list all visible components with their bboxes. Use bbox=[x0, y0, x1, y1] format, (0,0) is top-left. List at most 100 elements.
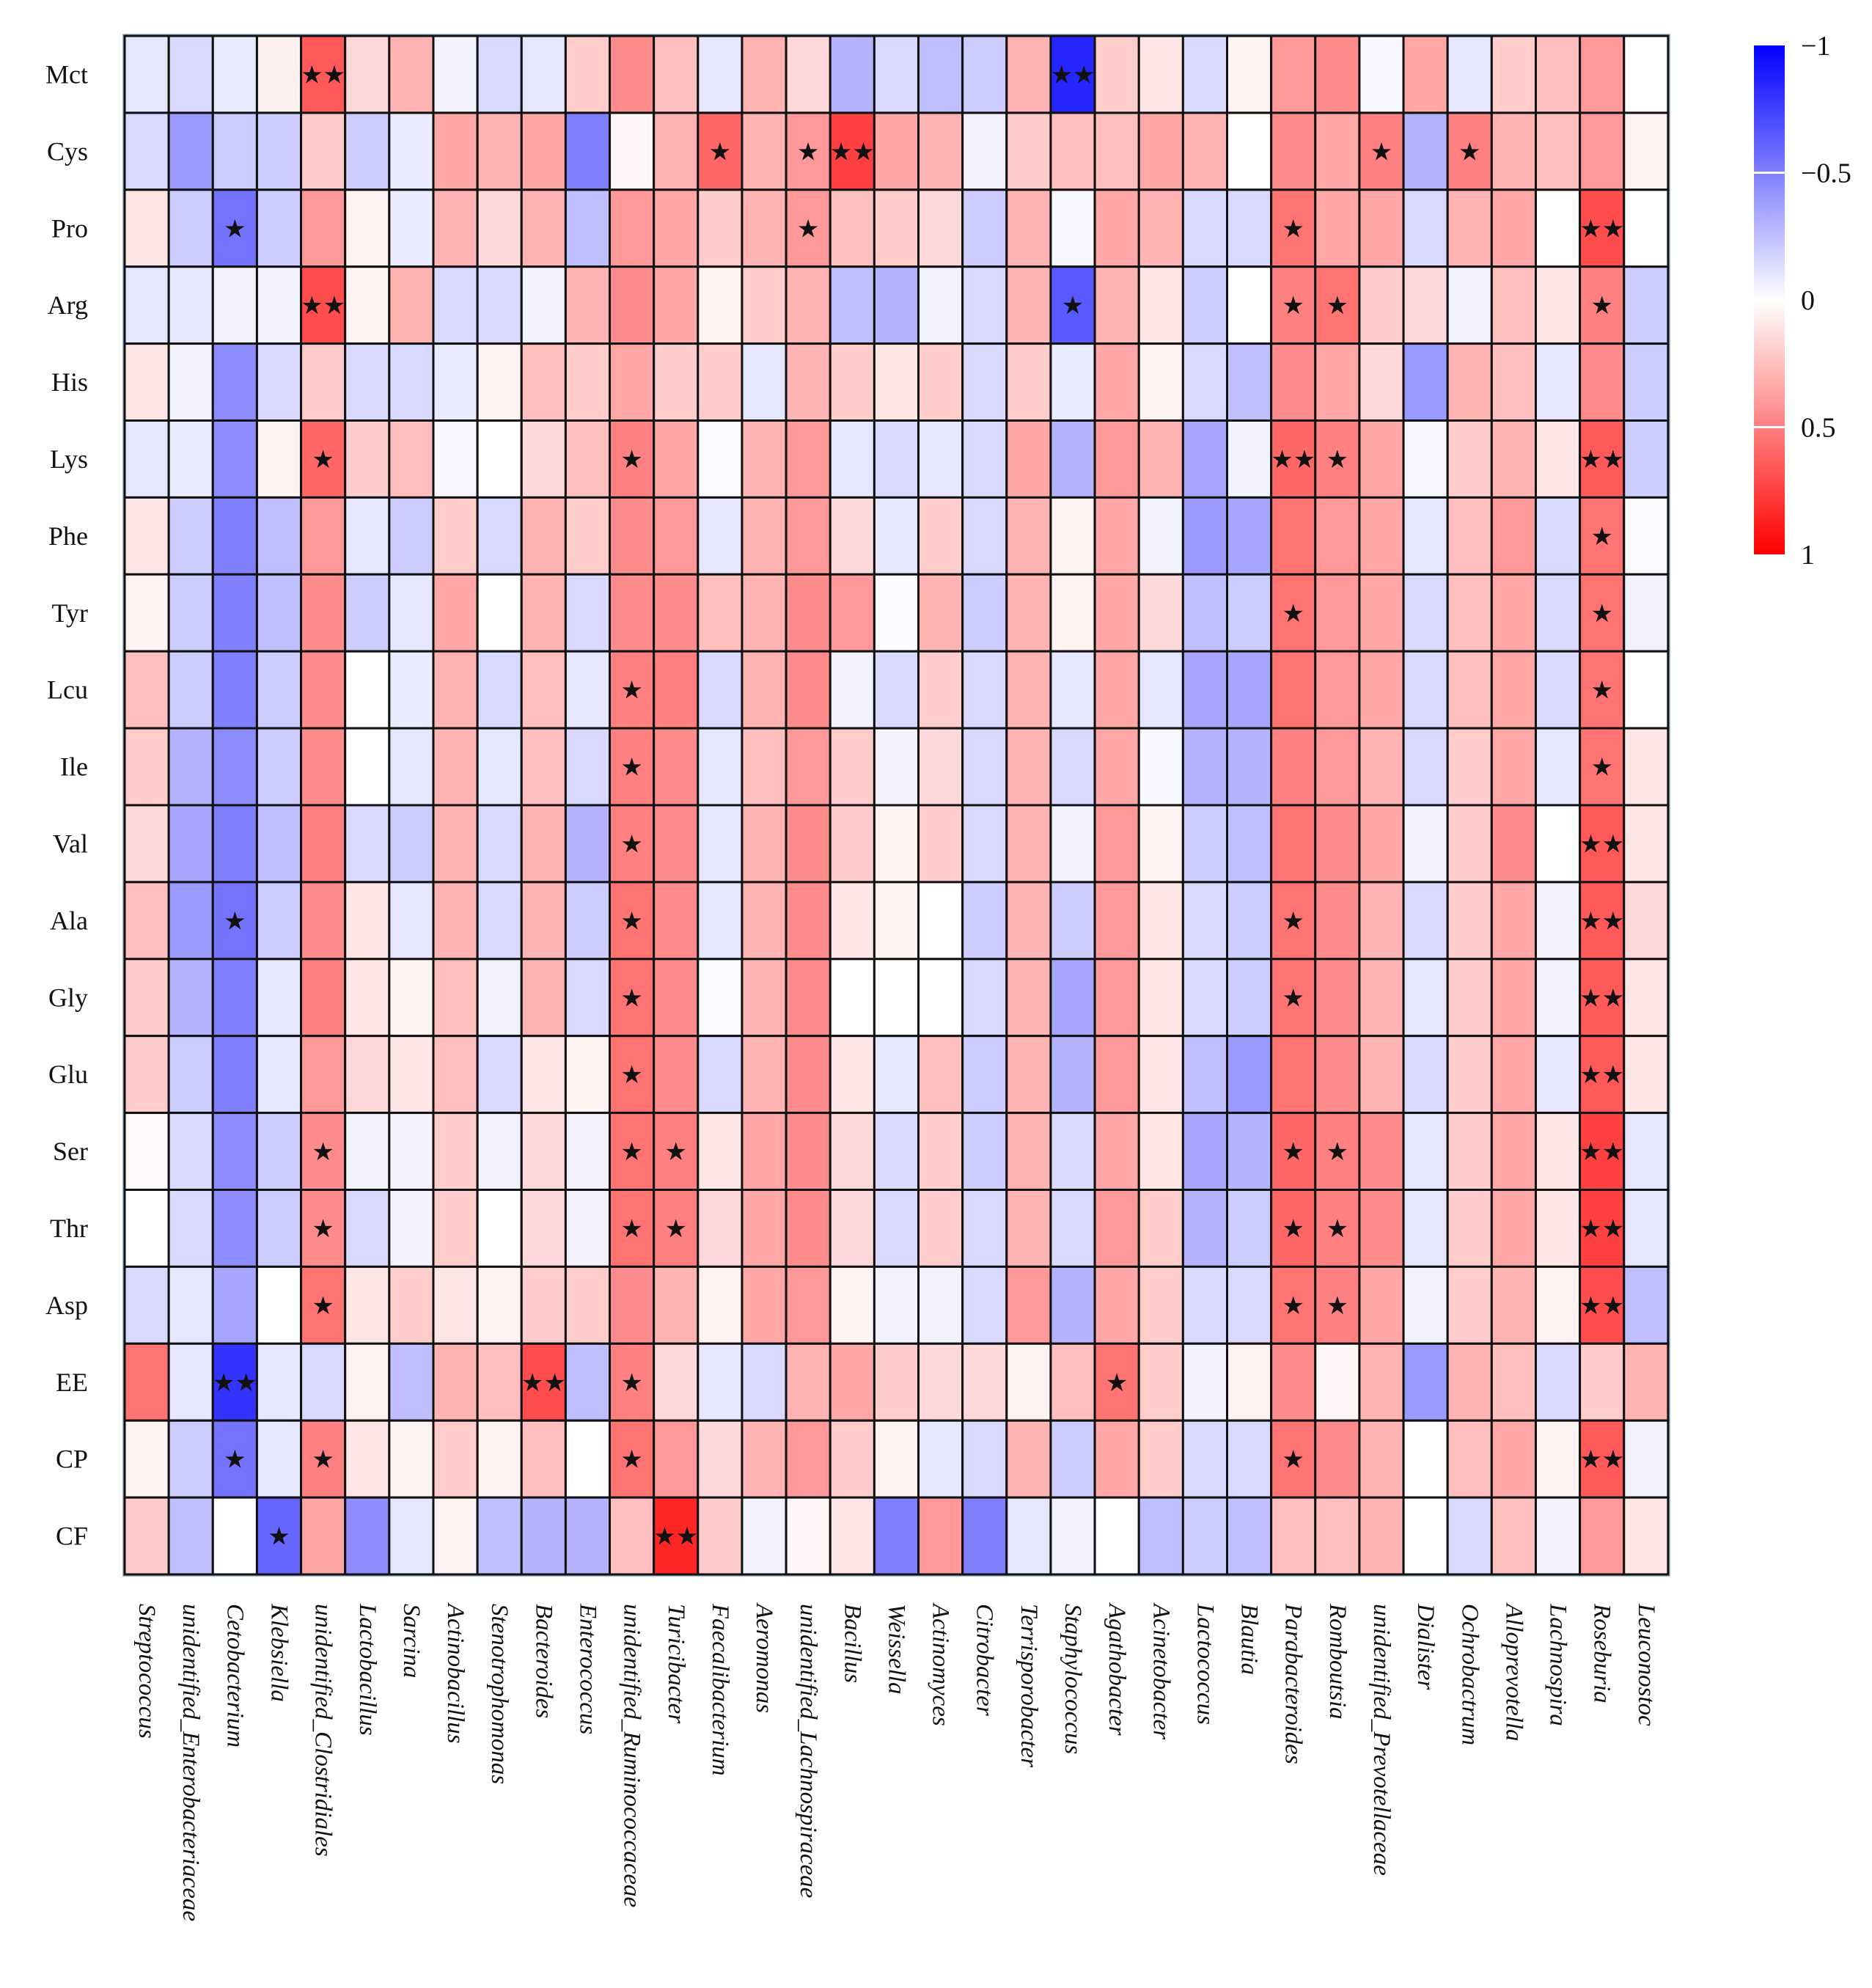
heatmap-cell bbox=[829, 1496, 876, 1576]
heatmap-cell bbox=[873, 573, 920, 653]
heatmap-cell bbox=[1005, 496, 1052, 576]
heatmap-cell bbox=[1534, 1496, 1582, 1576]
heatmap-cell bbox=[741, 1189, 788, 1268]
heatmap-cell bbox=[697, 496, 744, 576]
heatmap-cell bbox=[1093, 342, 1140, 422]
row-label: EE bbox=[56, 1368, 88, 1397]
heatmap-cell bbox=[697, 188, 744, 268]
column-label: unidentified_Lachnospiraceae bbox=[795, 1604, 821, 1898]
heatmap-cell bbox=[1270, 804, 1317, 884]
heatmap-cell bbox=[255, 265, 303, 345]
heatmap-cell bbox=[1137, 419, 1184, 499]
heatmap-cell bbox=[1314, 1112, 1361, 1191]
column-label: Enterococcus bbox=[574, 1603, 601, 1734]
significance-mark: ★ bbox=[665, 1214, 687, 1244]
heatmap-cell bbox=[1623, 1496, 1670, 1576]
heatmap-cell bbox=[1623, 1035, 1670, 1115]
heatmap-cell bbox=[564, 650, 612, 730]
column-label: Weissella bbox=[883, 1604, 909, 1694]
row-label: Cys bbox=[47, 136, 88, 166]
heatmap-cell bbox=[1226, 111, 1273, 191]
heatmap-cell bbox=[1226, 1419, 1273, 1499]
heatmap-cell bbox=[211, 804, 258, 884]
heatmap-cell bbox=[344, 1419, 391, 1499]
heatmap-cell bbox=[300, 265, 347, 345]
heatmap-cell bbox=[255, 1496, 303, 1576]
heatmap-cell bbox=[564, 111, 612, 191]
heatmap-cell bbox=[1579, 1035, 1626, 1115]
heatmap-cell bbox=[1005, 1189, 1052, 1268]
heatmap-cell bbox=[1623, 188, 1670, 268]
column-label: Faecalibacterium bbox=[707, 1603, 733, 1776]
heatmap-cell bbox=[1093, 573, 1140, 653]
heatmap-cell bbox=[1358, 881, 1405, 961]
heatmap-cell bbox=[1579, 1265, 1626, 1345]
significance-mark: ★ bbox=[1282, 1291, 1304, 1321]
column-label: Actinomyces bbox=[928, 1602, 954, 1726]
heatmap-cell bbox=[1093, 265, 1140, 345]
significance-mark: ★★ bbox=[1579, 214, 1624, 243]
heatmap-cell bbox=[1005, 188, 1052, 268]
heatmap-cell bbox=[1314, 1265, 1361, 1345]
heatmap-cell bbox=[1446, 496, 1493, 576]
heatmap-cell bbox=[520, 1265, 567, 1345]
heatmap-cell bbox=[1623, 650, 1670, 730]
row-label: Pro bbox=[51, 213, 88, 243]
heatmap-cell bbox=[741, 1265, 788, 1345]
heatmap-cell bbox=[785, 265, 832, 345]
heatmap-cell bbox=[255, 1189, 303, 1268]
heatmap-cell bbox=[432, 650, 479, 730]
heatmap-cell bbox=[653, 419, 700, 499]
significance-mark: ★ bbox=[1370, 137, 1392, 166]
heatmap-cell bbox=[1490, 1189, 1537, 1268]
column-label: Sarcina bbox=[398, 1604, 425, 1678]
significance-mark: ★★ bbox=[1579, 906, 1624, 936]
heatmap-cell bbox=[829, 573, 876, 653]
heatmap-cell bbox=[476, 1265, 523, 1345]
heatmap-cell bbox=[1093, 958, 1140, 1038]
heatmap-cell bbox=[697, 881, 744, 961]
heatmap-cell bbox=[1093, 650, 1140, 730]
heatmap-cell bbox=[1137, 804, 1184, 884]
heatmap-cell bbox=[1137, 573, 1184, 653]
colorbar: −1 −0.5 0 0.5 1 bbox=[1754, 31, 1851, 571]
heatmap-cell bbox=[300, 804, 347, 884]
heatmap-cell bbox=[1402, 1496, 1449, 1576]
significance-mark: ★ bbox=[1282, 1214, 1304, 1244]
column-label: Alloprevotella bbox=[1500, 1602, 1527, 1742]
heatmap-cell bbox=[873, 1265, 920, 1345]
plot-frame bbox=[122, 34, 1670, 1577]
heatmap-cell bbox=[1093, 1035, 1140, 1115]
heatmap-cell bbox=[564, 804, 612, 884]
significance-mark: ★ bbox=[1326, 445, 1348, 474]
heatmap-cell bbox=[1402, 419, 1449, 499]
heatmap-cell bbox=[785, 958, 832, 1038]
heatmap-cell bbox=[1093, 1112, 1140, 1191]
heatmap-cell bbox=[476, 342, 523, 422]
heatmap-cell bbox=[564, 1189, 612, 1268]
heatmap-cell bbox=[300, 650, 347, 730]
heatmap-cell bbox=[785, 496, 832, 576]
heatmap-cell bbox=[476, 881, 523, 961]
heatmap-cell bbox=[1402, 1265, 1449, 1345]
heatmap-cell bbox=[167, 111, 214, 191]
heatmap-cell bbox=[1623, 1419, 1670, 1499]
heatmap-cell bbox=[1490, 265, 1537, 345]
row-label: CP bbox=[56, 1445, 88, 1474]
heatmap-cell bbox=[1490, 34, 1537, 114]
heatmap-cell bbox=[344, 573, 391, 653]
heatmap-cell bbox=[1226, 804, 1273, 884]
heatmap-cell bbox=[564, 34, 612, 114]
row-label: Arg bbox=[48, 290, 88, 320]
heatmap-cell bbox=[741, 342, 788, 422]
heatmap-cell bbox=[653, 1342, 700, 1422]
heatmap-cell bbox=[785, 419, 832, 499]
heatmap-cell bbox=[564, 342, 612, 422]
heatmap-cell bbox=[1623, 958, 1670, 1038]
heatmap-cell bbox=[344, 727, 391, 807]
heatmap-cell bbox=[609, 34, 656, 114]
heatmap-cell bbox=[609, 111, 656, 191]
heatmap-cell bbox=[1490, 342, 1537, 422]
heatmap-cell bbox=[1226, 727, 1273, 807]
